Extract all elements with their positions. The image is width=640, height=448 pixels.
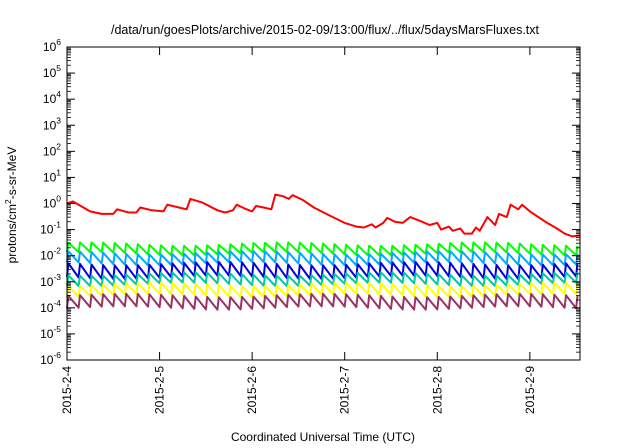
y-tick-label: 10-4 bbox=[40, 298, 61, 315]
x-tick-label: 2015-2-9 bbox=[523, 366, 537, 414]
x-tick-label: 2015-2-4 bbox=[60, 366, 74, 414]
tick-layer bbox=[66, 46, 580, 361]
series-line bbox=[66, 292, 579, 311]
series-line bbox=[66, 241, 579, 257]
y-tick-label: 105 bbox=[43, 63, 61, 80]
x-tick-label: 2015-2-6 bbox=[245, 366, 259, 414]
x-tick-labels: 2015-2-4 2015-2-5 2015-2-6 2015-2-7 2015-2-8… bbox=[60, 366, 537, 414]
series-line bbox=[66, 260, 579, 280]
series-line bbox=[66, 281, 579, 299]
y-tick-label: 10-3 bbox=[40, 272, 61, 289]
y-axis-label: protons/cm2-s-sr-MeV bbox=[3, 147, 19, 264]
y-tick-label: 10-5 bbox=[40, 324, 61, 341]
y-tick-label: 104 bbox=[43, 89, 61, 106]
y-tick-label: 10-2 bbox=[40, 246, 61, 263]
plot-frame bbox=[66, 46, 581, 361]
x-tick-label: 2015-2-8 bbox=[430, 366, 444, 414]
x-tick-label: 2015-2-5 bbox=[153, 366, 167, 414]
y-tick-label: 103 bbox=[43, 115, 61, 132]
y-tick-label: 100 bbox=[43, 194, 61, 211]
series-line bbox=[66, 193, 581, 238]
series-layer bbox=[66, 193, 581, 311]
series-line bbox=[66, 271, 579, 288]
x-tick-label: 2015-2-7 bbox=[338, 366, 352, 414]
y-tick-label: 102 bbox=[43, 141, 61, 158]
x-axis-label: Coordinated Universal Time (UTC) bbox=[231, 430, 415, 444]
series-line bbox=[66, 250, 579, 267]
chart-title: /data/run/goesPlots/archive/2015-02-09/1… bbox=[111, 23, 540, 37]
y-tick-label: 10-1 bbox=[40, 220, 61, 237]
y-tick-labels: 10-6 10-5 10-4 10-3 10-2 10-1 100 101 102 103 104 1… bbox=[40, 37, 61, 367]
y-tick-label: 106 bbox=[43, 37, 61, 54]
y-tick-label: 10-6 bbox=[40, 350, 61, 367]
y-tick-label: 101 bbox=[43, 167, 61, 184]
